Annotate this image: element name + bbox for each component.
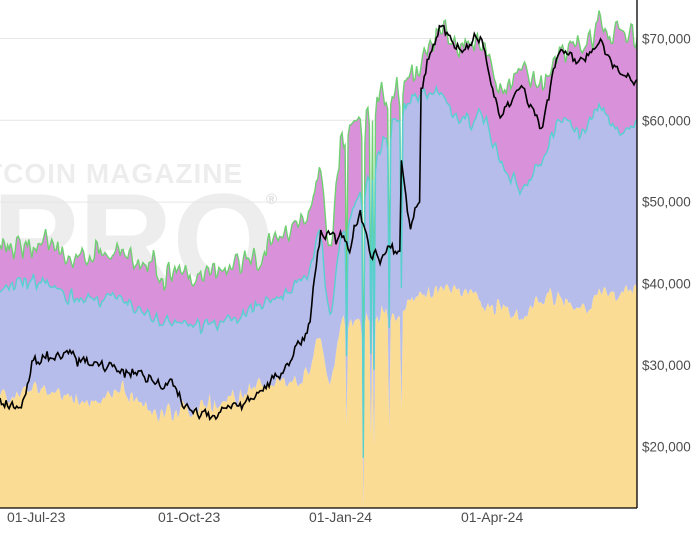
svg-text:$60,000: $60,000 <box>642 114 691 129</box>
svg-text:01-Jul-23: 01-Jul-23 <box>7 509 66 525</box>
svg-text:$70,000: $70,000 <box>642 32 691 47</box>
svg-text:$40,000: $40,000 <box>642 277 691 292</box>
svg-text:®: ® <box>266 191 277 208</box>
svg-text:01-Apr-24: 01-Apr-24 <box>461 509 523 525</box>
svg-text:01-Jan-24: 01-Jan-24 <box>309 509 372 525</box>
svg-text:01-Oct-23: 01-Oct-23 <box>158 509 220 525</box>
svg-text:$50,000: $50,000 <box>642 195 691 210</box>
svg-text:$20,000: $20,000 <box>642 440 691 455</box>
svg-text:$30,000: $30,000 <box>642 358 691 373</box>
